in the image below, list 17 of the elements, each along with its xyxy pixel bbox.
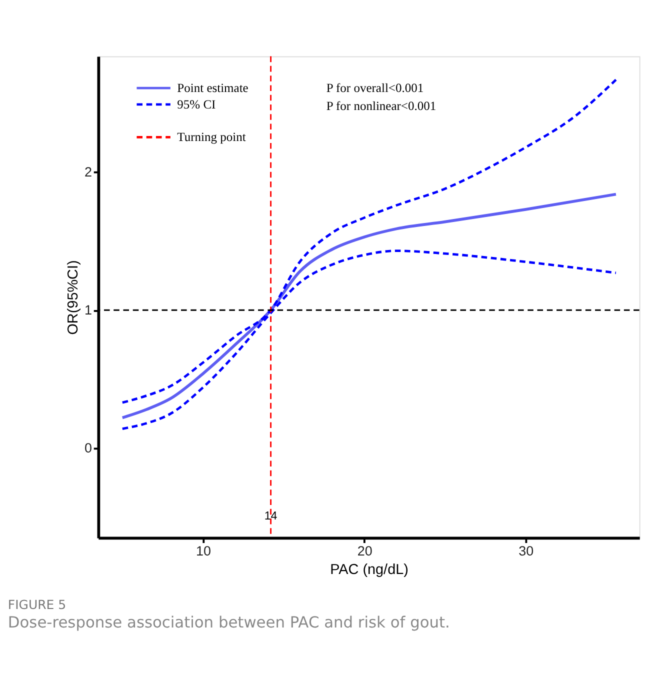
x-tick-label: 30 <box>518 544 534 559</box>
x-axis-title: PAC (ng/dL) <box>330 562 408 578</box>
x-tick-label: 10 <box>196 544 212 559</box>
legend-label: Point estimate <box>177 80 249 95</box>
annotation: P for overall<0.001 <box>326 80 424 95</box>
y-axis-title: OR(95%CI) <box>66 260 82 335</box>
y-tick-label: 2 <box>84 164 92 180</box>
caption: FIGURE 5 <box>8 596 66 612</box>
legend-label: 95% CI <box>177 97 216 112</box>
ref-line-label: Turning point <box>177 130 246 144</box>
line-series <box>120 192 618 420</box>
annotation: 14 <box>264 510 278 523</box>
y-tick-label: 1 <box>84 302 92 318</box>
annotation: P for nonlinear<0.001 <box>326 99 436 114</box>
text: Dose-response association between PAC and risk of gout. <box>8 613 450 632</box>
x-tick-label: 20 <box>357 544 372 559</box>
y-tick-label: 0 <box>84 440 92 456</box>
